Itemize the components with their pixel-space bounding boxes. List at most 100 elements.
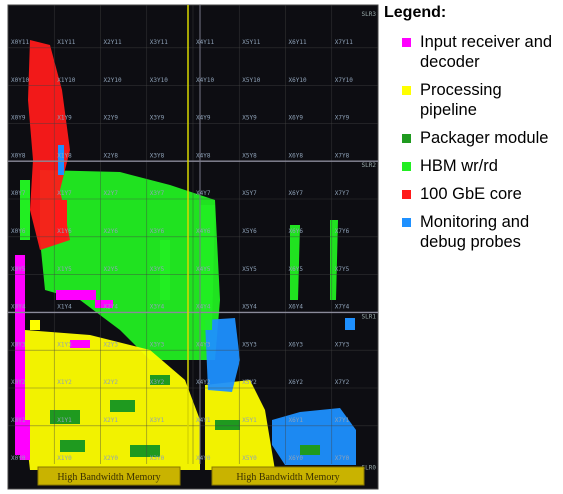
region-label: X0Y8 [11,152,26,159]
region-label: X6Y2 [289,379,304,386]
legend-label: Processing pipeline [420,81,502,119]
region-label: X6Y0 [289,455,304,462]
region-label: X0Y2 [11,379,26,386]
region-label: X6Y5 [289,266,304,273]
region-label: X5Y10 [242,77,260,84]
legend-item: Packager module [384,128,555,148]
region-label: X0Y0 [11,455,26,462]
region-label: X6Y1 [289,417,304,424]
region-label: X1Y4 [57,304,72,311]
region-label: X6Y9 [289,115,304,122]
region-label: X0Y9 [11,115,26,122]
region-label: X5Y8 [242,152,257,159]
region-label: X1Y10 [57,77,75,84]
placement-cluster [58,145,64,175]
region-label: X7Y4 [335,304,350,311]
legend-swatch [402,190,411,199]
legend-item: 100 GbE core [384,184,555,204]
region-label: X7Y9 [335,115,350,122]
region-label: X2Y8 [104,152,119,159]
region-label: X3Y0 [150,455,165,462]
region-label: X3Y7 [150,190,165,197]
region-label: X4Y4 [196,304,211,311]
region-label: X0Y5 [11,266,26,273]
region-label: X5Y11 [242,39,260,46]
legend-label: 100 GbE core [420,185,522,203]
region-label: X0Y6 [11,228,26,235]
region-label: X2Y11 [104,39,122,46]
legend-item: HBM wr/rd [384,156,555,176]
placement-cluster [300,445,320,455]
legend-swatch [402,86,411,95]
region-label: X0Y4 [11,304,26,311]
region-label: X2Y9 [104,115,119,122]
legend-label: Monitoring and debug probes [420,213,529,251]
region-label: X2Y7 [104,190,119,197]
region-label: X2Y3 [104,341,119,348]
region-label: X5Y6 [242,228,257,235]
placement-cluster [60,440,85,452]
region-label: X4Y8 [196,152,211,159]
region-label: X5Y0 [242,455,257,462]
region-label: X7Y7 [335,190,350,197]
region-label: X4Y7 [196,190,211,197]
region-label: X6Y7 [289,190,304,197]
region-label: X1Y5 [57,266,72,273]
hbm-label: High Bandwidth Memory [57,472,160,483]
region-label: X5Y3 [242,341,257,348]
region-label: X4Y11 [196,39,214,46]
region-label: X4Y5 [196,266,211,273]
region-label: X4Y9 [196,115,211,122]
region-label: X0Y3 [11,341,26,348]
region-label: X1Y6 [57,228,72,235]
region-label: X0Y1 [11,417,26,424]
region-label: X7Y0 [335,455,350,462]
region-label: X5Y2 [242,379,257,386]
region-label: X3Y5 [150,266,165,273]
region-label: X2Y2 [104,379,119,386]
region-label: X4Y1 [196,417,211,424]
placement-cluster [70,340,90,348]
page: {"legend": {"title": "Legend:", "items":… [0,0,563,494]
region-label: X1Y8 [57,152,72,159]
legend-item: Monitoring and debug probes [384,212,555,252]
region-label: X7Y10 [335,77,353,84]
region-label: X1Y7 [57,190,72,197]
region-label: X6Y6 [289,228,304,235]
region-label: X7Y3 [335,341,350,348]
region-label: X6Y3 [289,341,304,348]
region-label: X4Y3 [196,341,211,348]
region-label: X2Y6 [104,228,119,235]
region-label: X6Y4 [289,304,304,311]
region-label: X5Y9 [242,115,257,122]
region-label: X6Y11 [289,39,307,46]
region-label: X3Y2 [150,379,165,386]
region-label: X0Y11 [11,39,29,46]
region-label: X1Y1 [57,417,72,424]
hbm-label: High Bandwidth Memory [236,472,339,483]
region-label: X1Y2 [57,379,72,386]
region-label: X6Y8 [289,152,304,159]
region-label: X7Y1 [335,417,350,424]
region-label: X4Y0 [196,455,211,462]
region-label: X3Y8 [150,152,165,159]
region-label: X2Y0 [104,455,119,462]
region-label: X2Y4 [104,304,119,311]
region-label: X5Y5 [242,266,257,273]
region-label: X0Y10 [11,77,29,84]
placement-cluster [215,420,240,430]
region-label: X3Y3 [150,341,165,348]
region-label: X4Y10 [196,77,214,84]
region-label: X3Y1 [150,417,165,424]
region-label: X3Y11 [150,39,168,46]
region-label: X3Y4 [150,304,165,311]
region-label: X7Y5 [335,266,350,273]
region-label: X1Y3 [57,341,72,348]
region-label: X3Y6 [150,228,165,235]
placement-cluster [110,400,135,412]
legend-swatch [402,134,411,143]
legend-label: Packager module [420,129,548,147]
region-label: X7Y2 [335,379,350,386]
